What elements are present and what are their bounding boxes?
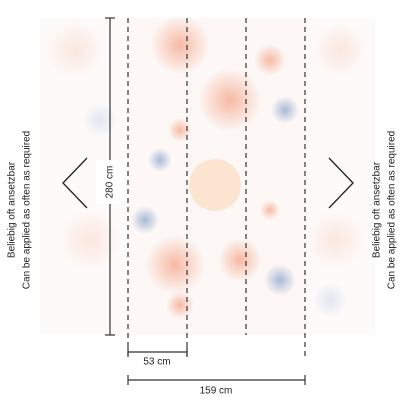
right-note-de: Beliebig oft ansetzbar xyxy=(372,161,383,258)
left-note-de: Beliebig oft ansetzbar xyxy=(7,161,18,258)
height-label: 280 cm xyxy=(105,166,116,199)
right-note-en: Can be applied as often as required xyxy=(387,131,398,289)
wallpaper-panels xyxy=(128,15,305,335)
height-dimension: 280 cm xyxy=(96,17,124,336)
panel-width-label: 53 cm xyxy=(143,357,170,368)
total-width-dimension: 159 cm xyxy=(127,375,306,397)
right-chevron xyxy=(328,157,354,209)
left-note-en: Can be applied as often as required xyxy=(22,131,33,289)
left-chevron xyxy=(62,157,88,209)
total-width-label: 159 cm xyxy=(200,386,233,397)
panel-width-dimension: 53 cm xyxy=(127,347,188,368)
faded-pattern xyxy=(40,18,375,335)
